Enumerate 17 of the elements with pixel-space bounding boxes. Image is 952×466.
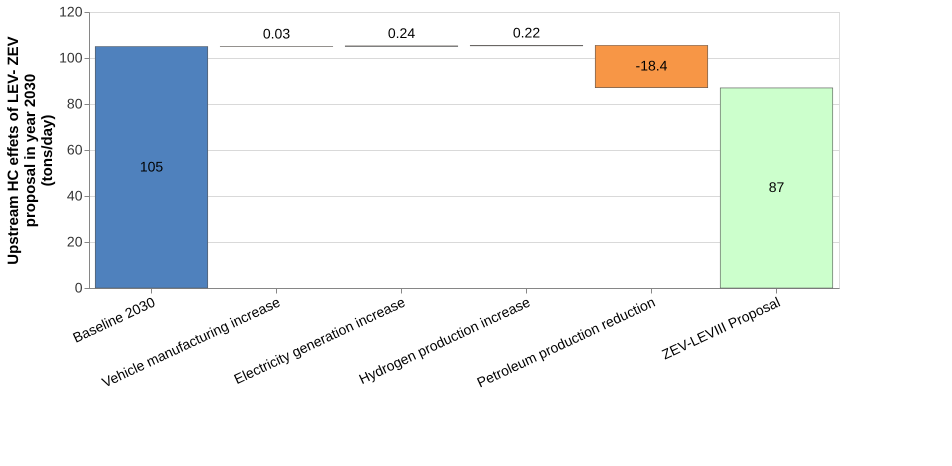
data-label: 0.24 xyxy=(388,24,416,41)
y-tick-label: 120 xyxy=(59,4,83,20)
bar xyxy=(720,88,834,288)
data-label: 105 xyxy=(140,158,164,174)
data-label: 0.03 xyxy=(262,25,290,42)
y-tick-label: 20 xyxy=(66,234,83,250)
bar xyxy=(594,45,708,88)
data-label: -18.4 xyxy=(636,58,668,74)
bar xyxy=(94,46,208,288)
y-tick-label: 60 xyxy=(66,142,83,158)
data-label: 87 xyxy=(768,178,784,195)
y-tick-label: 40 xyxy=(66,188,83,204)
data-label: 0.22 xyxy=(512,24,540,40)
y-tick-label: 100 xyxy=(59,50,83,66)
y-tick-label: 80 xyxy=(66,96,83,112)
y-tick-label: 0 xyxy=(74,280,83,296)
y-axis-title: Upstream HC effets of LEV- ZEV proposal in year 2030 (tons/day) xyxy=(5,36,56,265)
